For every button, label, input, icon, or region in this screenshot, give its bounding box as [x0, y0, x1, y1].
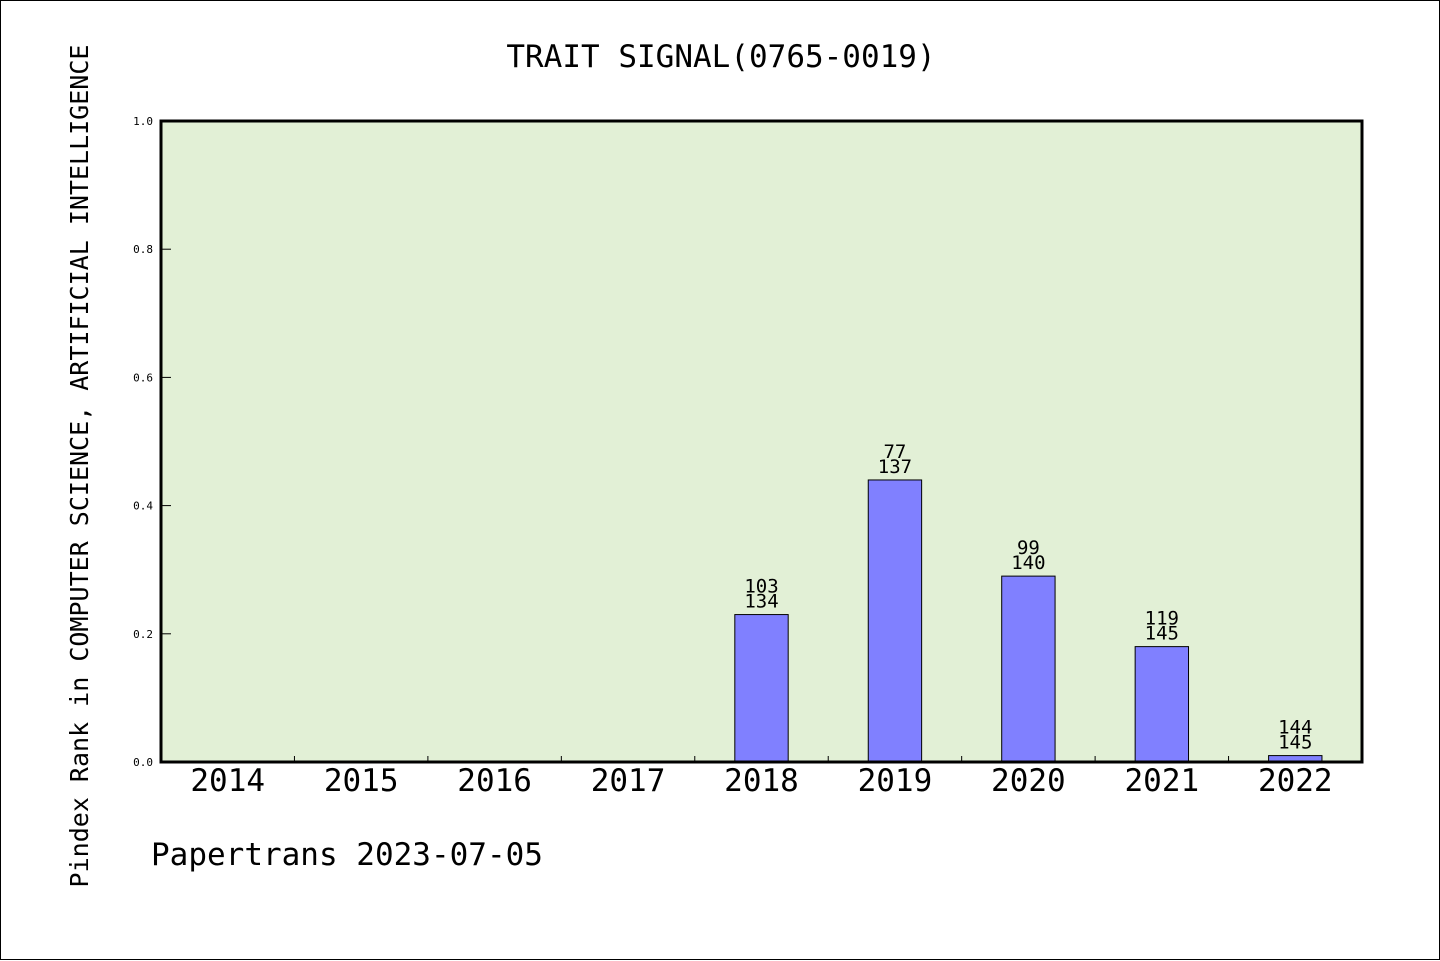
x-tick-label-2021: 2021: [1125, 763, 1200, 799]
x-tick-label-2014: 2014: [190, 763, 265, 799]
bar-label-bottom-2019: 137: [878, 456, 912, 478]
x-tick-label-2018: 2018: [724, 763, 799, 799]
x-tick-label-2020: 2020: [991, 763, 1066, 799]
y-axis-ticks: 0.0 0.2 0.4 0.6 0.8 1.0: [133, 115, 171, 769]
bar-label-bottom-2021: 145: [1145, 623, 1179, 645]
y-tick-label-5: 1.0: [133, 115, 153, 128]
x-tick-label-2017: 2017: [591, 763, 666, 799]
bar-label-bottom-2022: 145: [1278, 732, 1312, 754]
x-tick-label-2022: 2022: [1258, 763, 1333, 799]
bar-2019: [867, 479, 923, 763]
bar-label-bottom-2020: 140: [1011, 552, 1045, 574]
x-tick-label-2016: 2016: [457, 763, 532, 799]
y-axis-label: Pindex Rank in COMPUTER SCIENCE, ARTIFIC…: [65, 45, 94, 888]
bar-label-top-2019: 77: [883, 441, 906, 463]
y-tick-label-1: 0.2: [133, 628, 153, 641]
bar-label-bottom-2018: 134: [744, 591, 778, 613]
bar-label-top-2021: 119: [1145, 608, 1179, 630]
x-tick-label-2015: 2015: [324, 763, 399, 799]
footer-credit: Papertrans 2023-07-05: [151, 837, 543, 873]
y-tick-label-0: 0.0: [133, 756, 153, 769]
x-axis-ticks: 2014 2015 2016 2017 2018 2019 2020 2021 2022: [190, 756, 1333, 799]
chart-title: TRAIT SIGNAL(0765-0019): [506, 39, 935, 75]
x-tick-label-2019: 2019: [858, 763, 933, 799]
bar-2021: [1134, 646, 1190, 763]
bars-group: [734, 479, 1323, 763]
y-tick-label-4: 0.8: [133, 243, 153, 256]
bar-label-top-2018: 103: [744, 576, 778, 598]
bar-2020: [1001, 575, 1056, 763]
y-tick-label-3: 0.6: [133, 371, 153, 384]
bar-2018: [734, 614, 789, 763]
plot-border: [159, 119, 1364, 764]
y-tick-label-2: 0.4: [133, 500, 153, 513]
bar-label-top-2020: 99: [1017, 537, 1040, 559]
bar-label-top-2022: 144: [1278, 717, 1312, 739]
